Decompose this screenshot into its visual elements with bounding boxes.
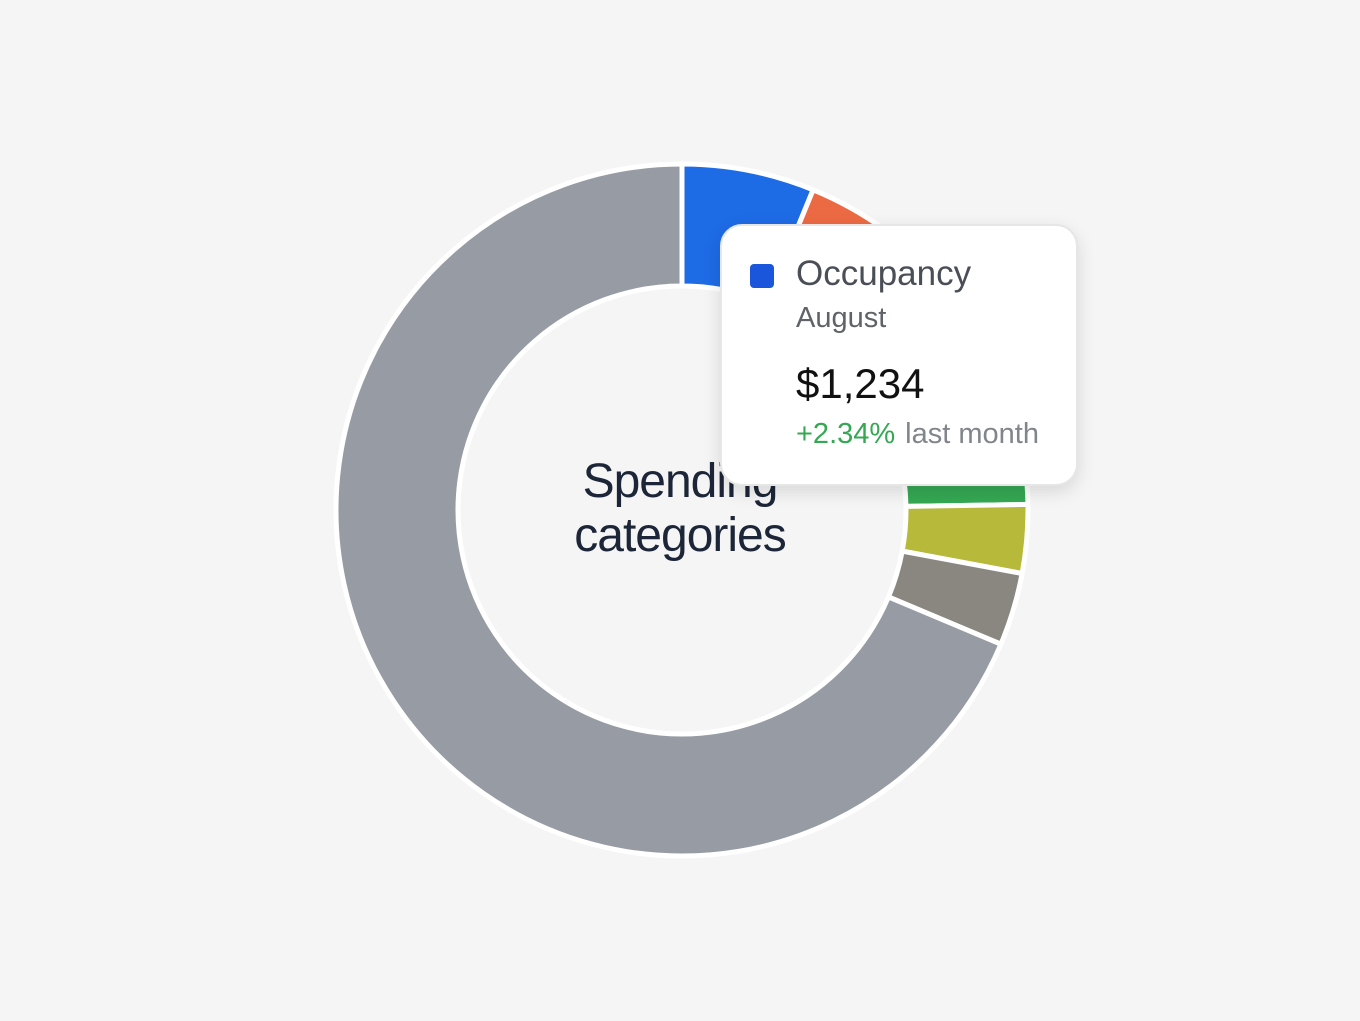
chart-tooltip: Occupancy August $1,234 +2.34% last month — [720, 224, 1078, 486]
tooltip-change: +2.34% last month — [796, 418, 1039, 451]
tooltip-change-percent: +2.34% — [796, 418, 896, 450]
tooltip-color-swatch — [750, 264, 774, 288]
tooltip-period: August — [796, 302, 887, 334]
tooltip-change-label: last month — [905, 418, 1039, 450]
tooltip-value: $1,234 — [796, 360, 925, 407]
tooltip-category-label: Occupancy — [796, 254, 972, 293]
chart-title-line-2: categories — [574, 509, 786, 562]
donut-slice[interactable] — [333, 161, 1004, 859]
